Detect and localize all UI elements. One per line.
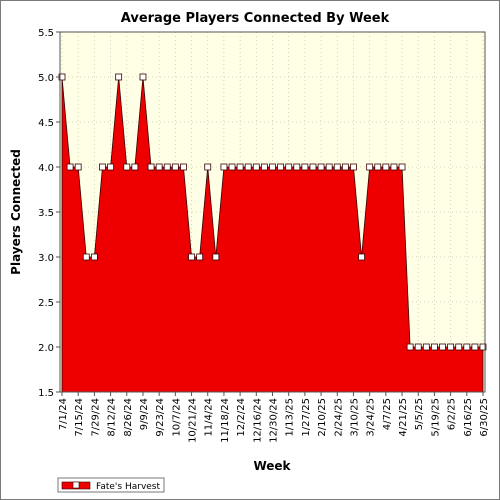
data-point: [414, 343, 422, 351]
data-point: [244, 163, 252, 171]
x-tick-label: 9/9/24: [139, 398, 150, 430]
markers: [58, 73, 487, 351]
data-point: [90, 253, 98, 261]
y-axis-label: Players Connected: [9, 149, 23, 275]
data-point: [301, 163, 309, 171]
x-tick-label: 1/27/25: [301, 398, 312, 437]
data-point: [350, 163, 357, 171]
x-axis: 7/1/24 7/15/24 7/29/24 8/12/24 8/26/24 9/9/24…: [58, 392, 490, 443]
x-tick-label: 5/19/25: [430, 398, 441, 437]
data-point: [479, 343, 487, 351]
data-point: [382, 163, 390, 171]
data-point: [236, 163, 244, 171]
data-point: [277, 163, 284, 171]
data-point: [455, 343, 463, 351]
legend-marker: [72, 481, 80, 489]
x-tick-label: 6/16/25: [463, 398, 474, 437]
x-tick-label: 1/13/25: [285, 398, 296, 437]
data-point: [252, 163, 260, 171]
data-point: [358, 253, 365, 261]
x-axis-label: Week: [253, 459, 291, 473]
y-tick-label: 1.5: [38, 388, 54, 399]
data-point: [196, 253, 204, 261]
y-tick-label: 3.5: [38, 208, 54, 219]
x-tick-label: 2/24/25: [333, 398, 344, 437]
data-point: [285, 163, 293, 171]
data-point: [471, 343, 479, 351]
data-point: [74, 163, 82, 171]
data-point: [293, 163, 301, 171]
data-point: [123, 163, 131, 171]
x-tick-label: 8/26/24: [123, 398, 134, 437]
data-point: [188, 253, 195, 261]
data-point: [107, 163, 114, 171]
data-point: [431, 343, 438, 351]
data-point: [406, 343, 414, 351]
x-tick-label: 6/2/25: [447, 398, 458, 430]
data-point: [269, 163, 276, 171]
y-tick-label: 4.0: [38, 163, 54, 174]
data-point: [82, 253, 90, 261]
x-tick-label: 11/4/24: [204, 398, 215, 437]
x-tick-label: 7/15/24: [74, 398, 85, 437]
x-tick-label: 3/24/25: [366, 398, 377, 437]
x-tick-label: 11/18/24: [220, 398, 231, 443]
data-point: [147, 163, 155, 171]
data-point: [398, 163, 406, 171]
x-tick-label: 7/29/24: [90, 398, 101, 437]
y-tick-label: 4.5: [38, 118, 54, 129]
data-point: [325, 163, 333, 171]
y-axis: 1.5 2.0 2.5 3.0 3.5 4.0 4.5 5.0 5.5: [38, 28, 60, 399]
y-tick-label: 5.0: [38, 73, 54, 84]
x-tick-label: 9/23/24: [155, 398, 166, 437]
data-point: [341, 163, 349, 171]
x-tick-label: 12/30/24: [269, 398, 280, 443]
data-point: [204, 163, 212, 171]
y-tick-label: 2.5: [38, 298, 54, 309]
data-point: [422, 343, 430, 351]
x-tick-label: 12/2/24: [236, 398, 247, 437]
data-point: [171, 163, 179, 171]
data-point: [447, 343, 455, 351]
data-point: [131, 163, 139, 171]
y-tick-label: 2.0: [38, 343, 54, 354]
x-tick-label: 6/30/25: [479, 398, 490, 437]
x-tick-label: 4/21/25: [398, 398, 409, 437]
x-tick-label: 2/10/25: [317, 398, 328, 437]
data-point: [439, 343, 446, 351]
data-point: [463, 343, 471, 351]
data-point: [212, 253, 220, 261]
data-point: [309, 163, 317, 171]
data-point: [366, 163, 374, 171]
data-point: [333, 163, 341, 171]
data-point: [115, 73, 123, 81]
x-tick-label: 5/5/25: [414, 398, 425, 430]
x-tick-label: 8/12/24: [107, 398, 118, 437]
chart-title: Average Players Connected By Week: [121, 11, 390, 26]
y-tick-label: 3.0: [38, 253, 54, 264]
legend: Fate's Harvest: [57, 477, 165, 493]
data-point: [99, 163, 106, 171]
data-point: [374, 163, 382, 171]
data-point: [163, 163, 171, 171]
x-tick-label: 12/16/24: [252, 398, 263, 443]
x-tick-label: 4/7/25: [382, 398, 393, 430]
data-point: [228, 163, 236, 171]
data-point: [220, 163, 228, 171]
y-tick-label: 5.5: [38, 28, 54, 39]
data-point: [66, 163, 74, 171]
x-tick-label: 3/10/25: [349, 398, 360, 437]
data-point: [317, 163, 325, 171]
data-point: [155, 163, 163, 171]
data-point: [180, 163, 187, 171]
legend-label: Fate's Harvest: [96, 482, 160, 492]
x-tick-label: 10/21/24: [188, 398, 199, 443]
data-point: [390, 163, 398, 171]
x-tick-label: 10/7/24: [171, 398, 182, 437]
x-tick-label: 7/1/24: [58, 398, 69, 430]
data-point: [139, 73, 147, 81]
data-point: [261, 163, 268, 171]
